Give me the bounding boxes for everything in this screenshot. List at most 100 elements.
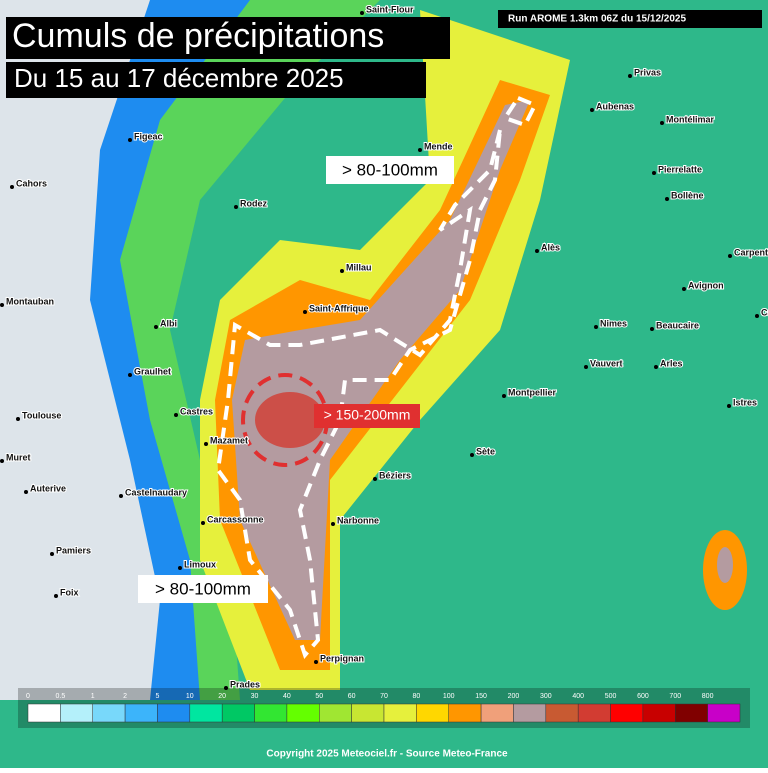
annotation-bg [138,575,268,603]
city-dot [50,552,54,556]
annotation: > 80-100mm [342,160,438,179]
city-dot [665,197,669,201]
city-label: Saint-Affrique [309,303,369,313]
city-label: Beaucaire [656,320,699,330]
legend-swatch [480,703,514,723]
city-dot [584,365,588,369]
city-dot [234,205,238,209]
city-label: Vauvert [590,358,623,368]
city-label: Carpentras [734,247,768,257]
legend-label: 500 [605,693,617,700]
city-label: Rodez [240,198,268,208]
legend-label: 1 [91,693,95,700]
city-label: Castelnaudary [125,487,187,497]
legend-label: 800 [702,693,714,700]
dry-zone [0,0,160,700]
legend-label: 60 [348,693,356,700]
city-dot [204,442,208,446]
legend-label: 80 [412,693,420,700]
run-info: Run AROME 1.3km 06Z du 15/12/2025 [508,14,686,25]
city-dot [652,171,656,175]
city-dot [728,254,732,258]
city-label: Sète [476,446,495,456]
city-label: Cavaillon [761,307,768,317]
city-label: Toulouse [22,410,61,420]
city-dot [373,477,377,481]
legend-label: 2 [123,693,127,700]
city-dot [660,121,664,125]
run-bg [498,10,762,28]
city-label: Castres [180,406,213,416]
legend-label: 40 [283,693,291,700]
legend-swatch [254,703,288,723]
city-label: Istres [733,397,757,407]
legend-swatch [157,703,191,723]
city-dot [628,74,632,78]
city-dot [16,417,20,421]
annotation: > 80-100mm [155,579,251,598]
city-label: Figeac [134,131,163,141]
annotation: > 150-200mm [324,407,411,423]
city-label: Mende [424,141,453,151]
city-label: Avignon [688,280,724,290]
city-dot [418,148,422,152]
legend-label: 10 [186,693,194,700]
legend-swatch [351,703,385,723]
city-dot [654,365,658,369]
legend-swatch [642,703,676,723]
city-dot [727,404,731,408]
legend-label: 20 [218,693,226,700]
city-label: Narbonne [337,515,379,525]
legend-label: 150 [475,693,487,700]
title: Cumuls de précipitations [12,17,384,55]
city-label: Montauban [6,296,54,306]
city-dot [682,287,686,291]
city-dot [650,327,654,331]
legend-label: 600 [637,693,649,700]
city-dot [24,490,28,494]
city-dot [128,373,132,377]
city-dot [535,249,539,253]
city-label: Saint-Flour [366,4,414,14]
city-label: Albi [160,318,177,328]
city-label: Béziers [379,470,411,480]
city-label: Prades [230,679,260,689]
legend-label: 30 [251,693,259,700]
legend-swatch [675,703,708,723]
city-label: Alès [541,242,560,252]
city-label: Graulhet [134,366,171,376]
legend-label: 5 [156,693,160,700]
city-dot [0,459,4,463]
copyright: Copyright 2025 Meteociel.fr - Source Met… [266,749,508,760]
city-dot [201,521,205,525]
city-dot [502,394,506,398]
city-dot [360,11,364,15]
city-dot [340,269,344,273]
legend-label: 700 [669,693,681,700]
legend-label: 0 [26,693,30,700]
annotation-bg [326,156,454,184]
city-label: Carcassonne [207,514,264,524]
legend-swatch [610,703,644,723]
city-label: Auterive [30,483,66,493]
legend-swatch [577,703,611,723]
annotation-bg [314,404,420,428]
purple-zone [232,100,530,640]
legend-label: 50 [315,693,323,700]
city-dot [154,325,158,329]
subtitle-bg [6,62,426,98]
city-label: Montélimar [666,114,715,124]
purple-spot [717,547,733,583]
city-label: Perpignan [320,653,364,663]
city-label: Arles [660,358,683,368]
city-label: Foix [60,587,79,597]
legend-swatch [221,703,255,723]
city-label: Cahors [16,178,47,188]
legend-label: 300 [540,693,552,700]
city-label: Montpellier [508,387,556,397]
city-label: Mazamet [210,435,248,445]
city-dot [0,303,4,307]
city-label: Nimes [600,318,627,328]
city-label: Muret [6,452,31,462]
